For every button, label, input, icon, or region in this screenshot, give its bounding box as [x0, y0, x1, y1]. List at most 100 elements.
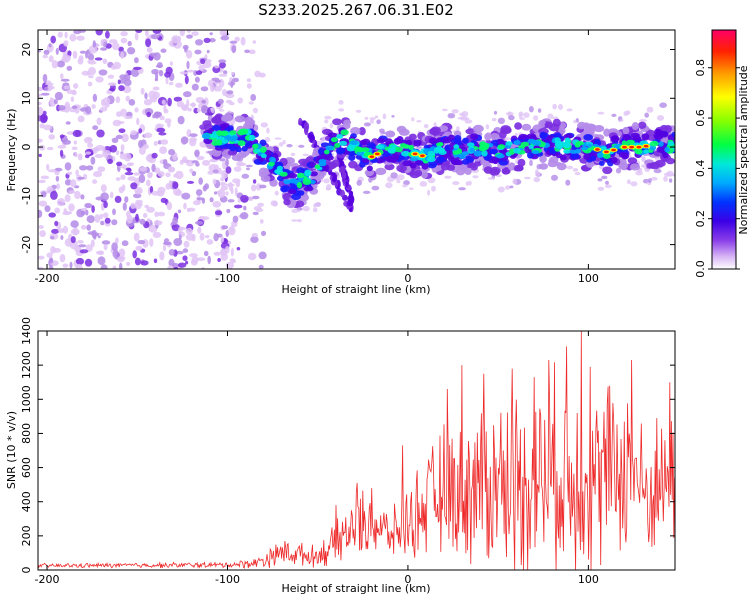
ridge-blob — [330, 137, 338, 143]
speckle-blob — [161, 99, 166, 105]
speckle-blob — [255, 208, 264, 213]
y-tick-label: 0 — [20, 567, 33, 574]
speckle-blob — [71, 146, 78, 151]
speckle-blob — [597, 178, 603, 182]
speckle-blob — [668, 178, 673, 183]
speckle-blob — [124, 196, 129, 203]
speckle-blob — [46, 85, 55, 90]
speckle-blob — [240, 212, 249, 220]
ridge-blob — [547, 141, 555, 149]
speckle-blob — [209, 197, 214, 203]
speckle-blob — [177, 209, 182, 214]
ridge-blob — [635, 148, 641, 155]
speckle-blob — [185, 227, 193, 235]
ridge-blob — [514, 164, 524, 172]
speckle-blob — [566, 108, 573, 112]
speckle-blob — [60, 73, 64, 80]
ridge-blob — [622, 134, 630, 141]
ridge-blob — [583, 134, 594, 141]
speckle-blob — [237, 198, 241, 203]
ridge-blob — [281, 185, 291, 192]
x-tick-label: 0 — [404, 272, 411, 285]
speckle-blob — [165, 172, 171, 178]
speckle-blob — [66, 55, 71, 61]
ridge-blob — [590, 155, 597, 162]
speckle-blob — [226, 90, 234, 95]
speckle-blob — [226, 208, 231, 214]
speckle-blob — [207, 255, 211, 265]
speckle-blob — [296, 209, 301, 213]
speckle-blob — [86, 215, 95, 224]
speckle-blob — [200, 58, 206, 64]
speckle-blob — [154, 111, 160, 119]
ridge-blob — [461, 159, 470, 165]
speckle-blob — [88, 75, 94, 79]
ridge-blob — [399, 143, 407, 148]
speckle-blob — [38, 225, 44, 229]
speckle-blob — [96, 129, 105, 138]
speckle-blob — [63, 40, 69, 47]
speckle-blob — [134, 57, 139, 64]
speckle-blob — [116, 150, 120, 156]
speckle-blob — [225, 158, 229, 167]
speckle-blob — [143, 212, 148, 218]
speckle-blob — [42, 73, 48, 83]
ridge-blob — [274, 169, 281, 174]
ridge-blob — [212, 125, 222, 131]
speckle-blob — [151, 163, 156, 173]
ridge-blob — [479, 141, 487, 148]
speckle-blob — [75, 257, 85, 265]
speckle-blob — [84, 258, 93, 267]
speckle-blob — [94, 214, 101, 223]
ridge-blob — [456, 164, 468, 171]
ridge-blob — [421, 162, 429, 170]
speckle-blob — [619, 119, 624, 122]
speckle-blob — [191, 83, 199, 91]
speckle-blob — [207, 170, 214, 175]
ridge-blob — [602, 166, 613, 175]
speckle-blob — [416, 120, 422, 123]
speckle-blob — [390, 172, 398, 179]
speckle-blob — [615, 167, 622, 174]
speckle-blob — [138, 140, 143, 149]
ridge-blob — [358, 127, 366, 136]
ridge-blob — [458, 153, 466, 159]
speckle-blob — [487, 177, 495, 180]
speckle-blob — [112, 42, 120, 51]
speckle-blob — [56, 183, 60, 190]
speckle-blob — [355, 109, 362, 113]
speckle-blob — [117, 79, 121, 85]
x-tick-label: 100 — [578, 573, 599, 586]
speckle-blob — [641, 164, 646, 168]
ridge-blob — [405, 139, 413, 146]
speckle-blob — [245, 164, 253, 168]
speckle-blob — [505, 185, 511, 190]
speckle-blob — [171, 224, 181, 232]
speckle-blob — [100, 264, 108, 269]
speckle-blob — [164, 71, 171, 78]
speckle-blob — [79, 249, 89, 254]
ridge-blob — [600, 146, 607, 151]
speckle-blob — [639, 119, 647, 122]
speckle-blob — [105, 30, 110, 39]
ridge-blob — [518, 133, 528, 140]
speckle-blob — [39, 230, 46, 238]
speckle-blob — [258, 72, 266, 78]
speckle-blob — [118, 186, 124, 194]
speckle-blob — [154, 211, 159, 218]
speckle-blob — [244, 49, 251, 54]
speckle-blob — [182, 105, 188, 111]
snr-panel: -200 -100 0 100 0 200 400 600 800 1000 1200 1400 H… — [5, 317, 676, 595]
ridge-blob — [594, 139, 601, 145]
ridge-blob — [517, 158, 526, 167]
speckle-blob — [260, 122, 268, 128]
ridge-blob — [631, 122, 639, 131]
ridge-blob — [658, 141, 664, 147]
speckle-blob — [230, 186, 234, 195]
speckle-blob — [313, 202, 322, 207]
speckle-blob — [75, 246, 82, 250]
speckle-blob — [573, 120, 577, 124]
speckle-blob — [38, 138, 43, 143]
ridge-blob — [252, 143, 259, 149]
speckle-blob — [124, 172, 134, 176]
